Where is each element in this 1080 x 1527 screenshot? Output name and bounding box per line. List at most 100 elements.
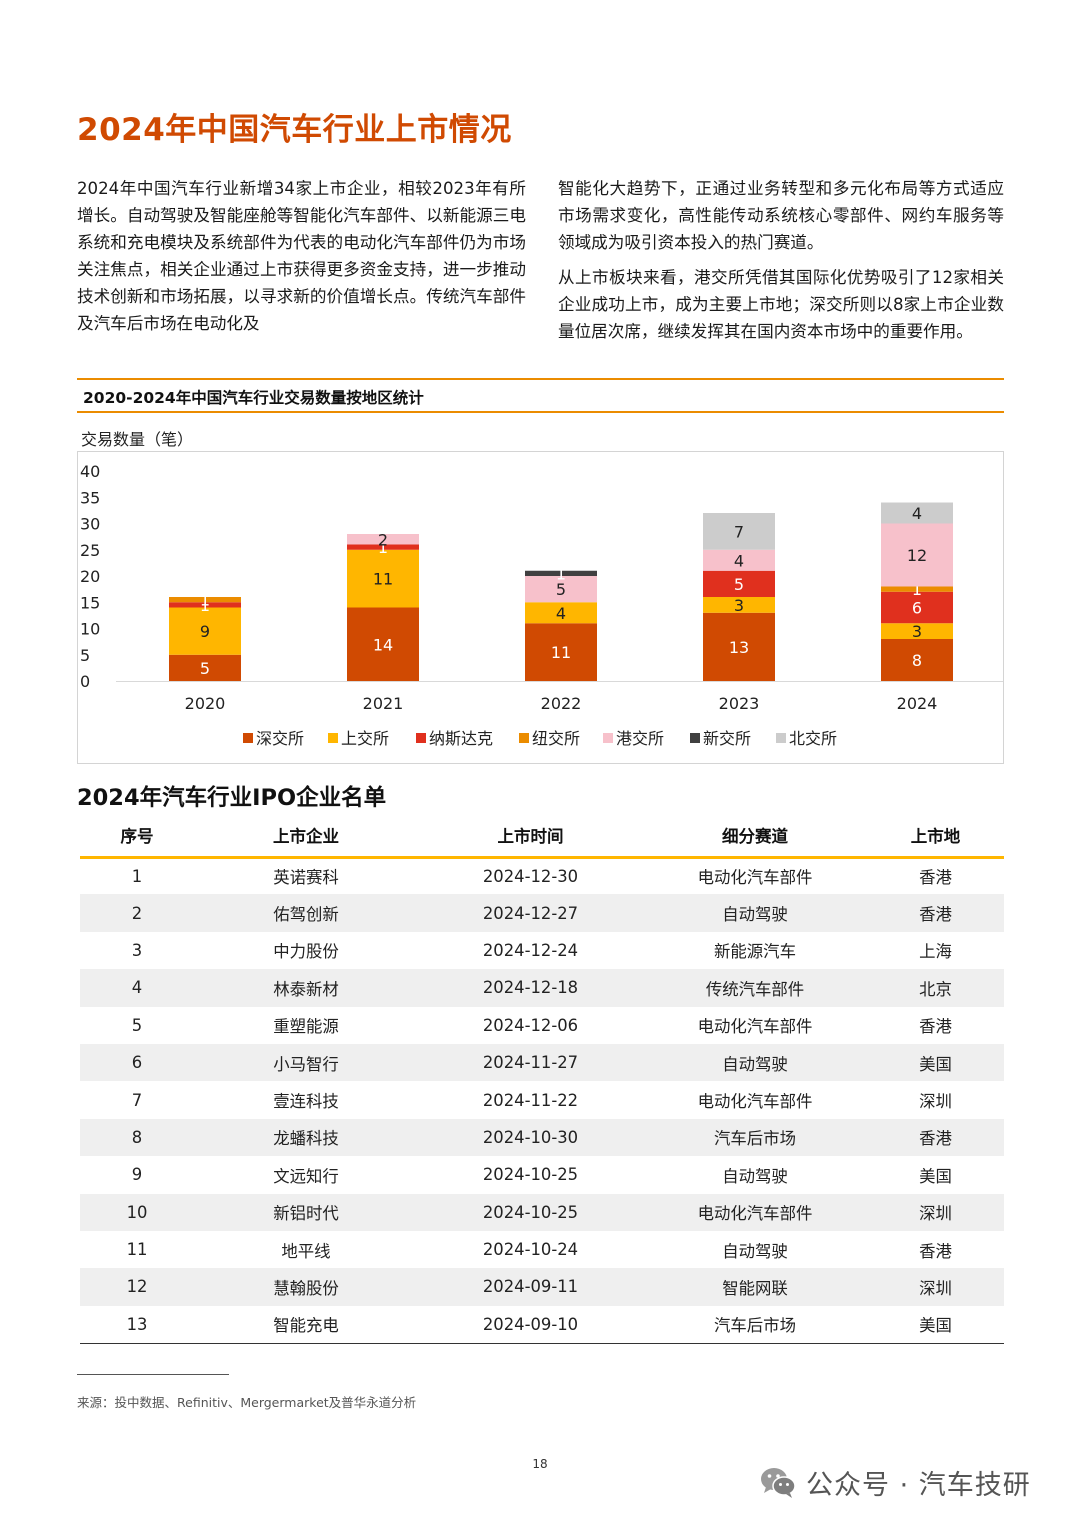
intro-paragraph-2: 智能化大趋势下，正通过业务转型和多元化布局等方式适应市场需求变化，高性能传动系统… bbox=[558, 179, 1004, 252]
table-header-row: 序号 上市企业 上市时间 细分赛道 上市地 bbox=[80, 814, 1004, 859]
table-cell: 4 bbox=[80, 969, 194, 1007]
page-number: 18 bbox=[532, 1457, 548, 1471]
data-label: 3 bbox=[912, 622, 922, 641]
intro-left-column: 2024年中国汽车行业新增34家上市企业，相较2023年有所增长。自动驾驶及智能… bbox=[77, 175, 526, 337]
table-cell: 自动驾驶 bbox=[722, 1166, 788, 1186]
table-row: 6 小马智行 2024-11-27 自动驾驶 美国 bbox=[80, 1043, 1004, 1082]
table-cell: 林泰新材 bbox=[194, 969, 418, 1007]
data-label: 6 bbox=[912, 599, 922, 618]
table-row: 7 壹连科技 2024-11-22 电动化汽车部件 深圳 bbox=[80, 1081, 1004, 1118]
watermark-text: 公众号 · 汽车技研 bbox=[806, 1469, 1031, 1501]
legend-swatch bbox=[328, 733, 338, 743]
table-cell: 小马智行 bbox=[194, 1043, 418, 1082]
legend-label: 纳斯达克 bbox=[429, 729, 493, 748]
chart-canvas: 0510152025303540591120201411122021114512… bbox=[80, 462, 1003, 748]
bar-segment bbox=[169, 602, 241, 608]
data-label: 7 bbox=[734, 522, 744, 541]
data-label: 1 bbox=[200, 596, 210, 615]
table-cell: 汽车后市场 bbox=[643, 1118, 867, 1157]
table-cell: 深圳 bbox=[919, 1092, 952, 1112]
table-cell: 地平线 bbox=[281, 1241, 331, 1261]
table-cell: 2024-10-24 bbox=[482, 1240, 579, 1260]
table-cell: 2024-11-22 bbox=[482, 1090, 579, 1110]
wechat-icon bbox=[761, 1468, 796, 1498]
bar-segment bbox=[525, 623, 597, 681]
header-cell: 上市企业 bbox=[194, 814, 418, 859]
bar-segment bbox=[881, 523, 953, 587]
legend-label: 上交所 bbox=[341, 729, 389, 748]
table-cell: 自动驾驶 bbox=[722, 1241, 788, 1261]
y-tick-label: 10 bbox=[80, 620, 100, 639]
legend-swatch bbox=[519, 733, 529, 743]
table-cell: 英诺赛科 bbox=[273, 868, 339, 888]
table-cell: 2024-12-06 bbox=[482, 1015, 579, 1035]
table-cell: 11 bbox=[126, 1240, 148, 1260]
table-cell: 香港 bbox=[919, 868, 952, 888]
bar-segment bbox=[347, 549, 419, 608]
y-tick-label: 15 bbox=[80, 593, 100, 612]
table-cell: 电动化汽车部件 bbox=[697, 1092, 813, 1112]
table-cell: 中力股份 bbox=[273, 942, 339, 962]
legend-label: 港交所 bbox=[616, 729, 664, 748]
y-tick-label: 20 bbox=[80, 567, 100, 586]
bar-segment bbox=[881, 586, 953, 592]
y-tick-label: 0 bbox=[80, 672, 90, 691]
x-tick-label: 2024 bbox=[897, 694, 938, 713]
bar-segment bbox=[347, 607, 419, 681]
table-cell: 2 bbox=[80, 894, 194, 932]
table-cell: 香港 bbox=[919, 1017, 952, 1037]
chart-title: 2020-2024年中国汽车行业交易数量按地区统计 bbox=[83, 389, 424, 407]
chart-header: 2020-2024年中国汽车行业交易数量按地区统计 bbox=[77, 378, 1004, 413]
legend-swatch bbox=[603, 733, 613, 743]
y-tick-label: 30 bbox=[80, 515, 100, 534]
table-cell: 8 bbox=[80, 1118, 194, 1157]
table-cell: 美国 bbox=[919, 1166, 952, 1186]
table-cell: 香港 bbox=[867, 894, 1004, 932]
y-tick-label: 40 bbox=[80, 462, 100, 481]
data-label: 1 bbox=[556, 564, 566, 583]
data-label: 1 bbox=[200, 591, 210, 610]
bar-segment bbox=[703, 597, 775, 613]
table-cell: 新能源汽车 bbox=[714, 942, 796, 962]
table-cell: 9 bbox=[131, 1165, 143, 1185]
page-title: 2024年中国汽车行业上市情况 bbox=[77, 112, 512, 148]
y-tick-label: 35 bbox=[80, 488, 100, 507]
header-cell: 上市地 bbox=[867, 814, 1004, 859]
bar-segment bbox=[703, 570, 775, 597]
table-row: 3 中力股份 2024-12-24 新能源汽车 上海 bbox=[80, 932, 1004, 969]
table-cell: 重塑能源 bbox=[273, 1017, 339, 1037]
table-cell: 自动驾驶 bbox=[643, 894, 867, 932]
data-label: 2 bbox=[378, 530, 388, 549]
table-cell: 文远知行 bbox=[273, 1166, 339, 1186]
table-title: 2024年汽车行业IPO企业名单 bbox=[77, 785, 387, 811]
table-cell: 自动驾驶 bbox=[643, 1043, 867, 1082]
data-label: 4 bbox=[912, 504, 922, 523]
data-label: 14 bbox=[373, 635, 393, 654]
table-row: 13 智能充电 2024-09-10 汽车后市场 美国 bbox=[80, 1305, 1004, 1344]
legend-label: 新交所 bbox=[703, 729, 751, 748]
bar-segment bbox=[347, 534, 419, 545]
table-body: 1 英诺赛科 2024-12-30 电动化汽车部件 香港 2 佑驾创新 2024-12-27 自… bbox=[80, 857, 1004, 1344]
table-cell: 2024-09-10 bbox=[418, 1305, 643, 1344]
table-row: 5 重塑能源 2024-12-06 电动化汽车部件 香港 bbox=[80, 1007, 1004, 1044]
table-cell: 传统汽车部件 bbox=[643, 969, 867, 1007]
stacked-bar-chart: 0 5 10 15 20 25 30 35 40 5 9 1 1 2020 14 11 1 2 2021 11 4 5 1 2… bbox=[77, 451, 1004, 764]
data-label: 9 bbox=[200, 622, 210, 641]
table-cell: 2024-12-30 bbox=[482, 866, 579, 886]
table-cell: 10 bbox=[80, 1193, 194, 1231]
table-cell: 2024-09-11 bbox=[418, 1268, 643, 1306]
table-cell: 深圳 bbox=[867, 1268, 1004, 1306]
bar-segment bbox=[525, 576, 597, 603]
x-tick-label: 2021 bbox=[363, 694, 404, 713]
legend-swatch bbox=[776, 733, 786, 743]
bar-segment bbox=[881, 591, 953, 624]
table-cell: 3 bbox=[131, 940, 143, 960]
table-cell: 深圳 bbox=[867, 1193, 1004, 1231]
source-note: 来源：投中数据、Refinitiv、Mergermarket及普华永道分析 bbox=[77, 1395, 417, 1410]
bar-segment bbox=[169, 607, 241, 655]
table-cell: 2024-12-27 bbox=[418, 894, 643, 932]
header-cell: 细分赛道 bbox=[643, 814, 867, 859]
data-label: 5 bbox=[200, 659, 210, 678]
table-cell: 2024-11-27 bbox=[418, 1043, 643, 1082]
table-cell: 美国 bbox=[867, 1043, 1004, 1082]
